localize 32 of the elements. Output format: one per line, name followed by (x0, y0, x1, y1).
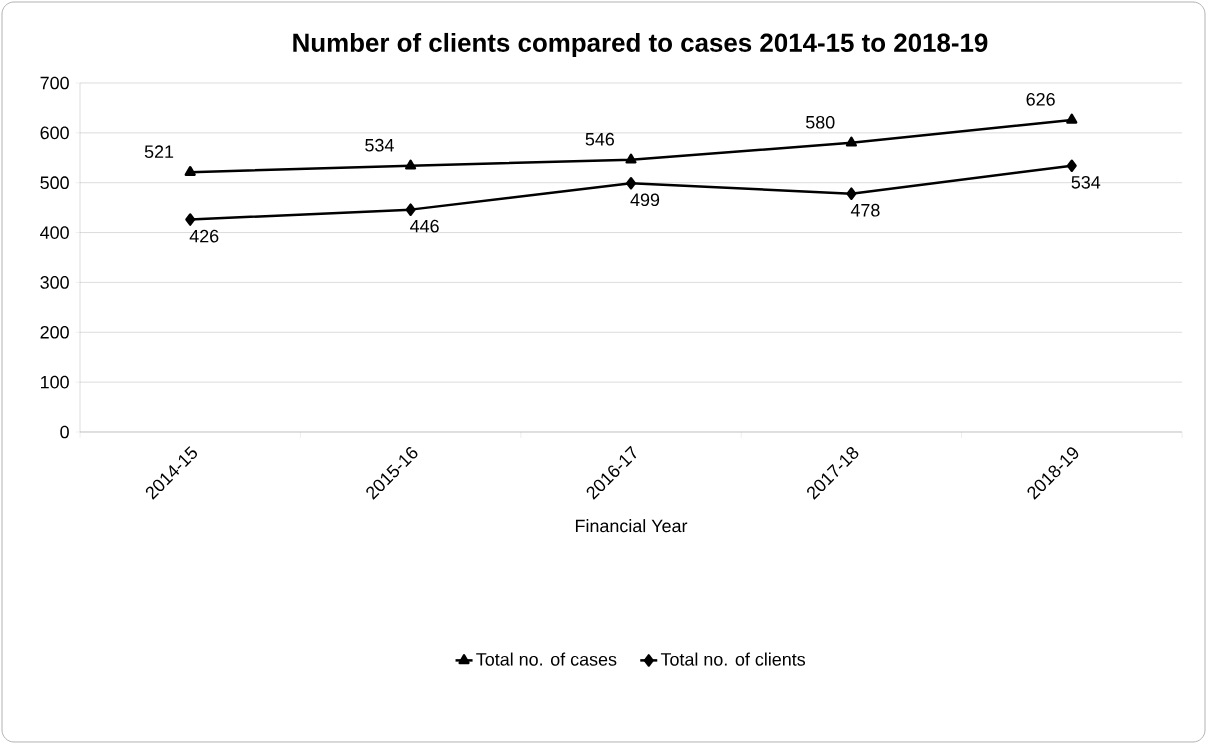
point (1066, 159, 1077, 173)
point (1066, 113, 1078, 124)
point (185, 213, 196, 226)
data-label: 534 (365, 138, 394, 152)
y-tick-label: 300 (40, 276, 69, 289)
data-label: 546 (585, 132, 615, 146)
y-tick-label: 400 (40, 226, 69, 239)
point (845, 136, 857, 147)
data-label: 499 (630, 193, 660, 207)
point (405, 159, 417, 170)
data-label: 534 (1071, 175, 1101, 189)
point (405, 203, 416, 216)
data-label: 478 (850, 203, 880, 217)
y-tick-label: 100 (41, 375, 69, 389)
point (625, 153, 637, 164)
legend-label: Total no. of clients (660, 652, 806, 666)
data-label: 426 (189, 229, 219, 243)
point (846, 187, 857, 200)
y-tick-label: 700 (40, 76, 69, 90)
y-tick-label: 500 (40, 176, 69, 190)
y-tick-label: 200 (40, 325, 69, 339)
data-label: 521 (144, 145, 174, 159)
point (184, 165, 196, 176)
y-tick-label: 0 (60, 425, 69, 439)
chart-title: Number of clients compared to cases 2014-15 to 2018-19 (293, 32, 988, 58)
y-tick-label: 600 (40, 126, 69, 140)
x-axis-title: Financial Year (575, 519, 688, 533)
point (626, 176, 636, 190)
data-label: 626 (1026, 92, 1055, 106)
data-label: 446 (410, 219, 439, 233)
legend-label: Total no. of cases (476, 652, 617, 666)
data-label: 580 (806, 115, 835, 129)
